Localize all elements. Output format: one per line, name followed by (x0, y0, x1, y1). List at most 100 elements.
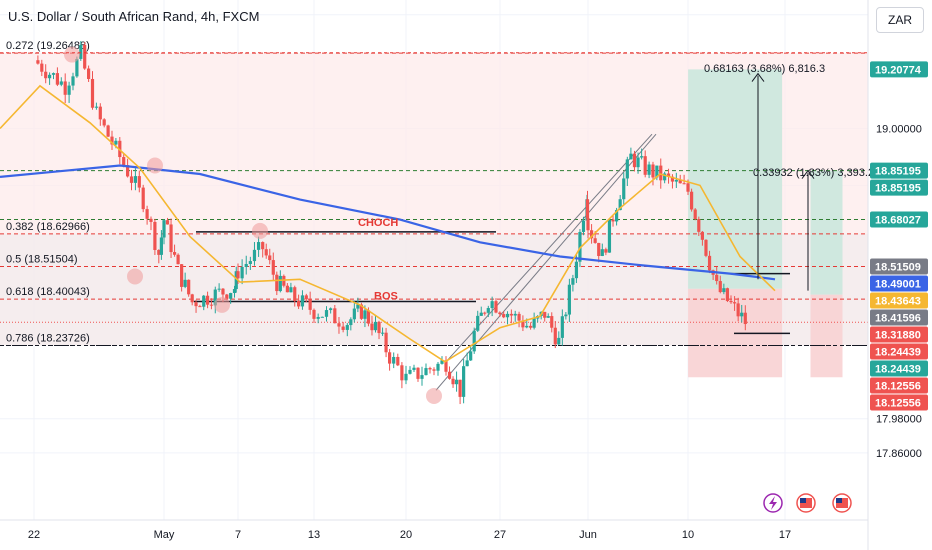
candle-body (404, 373, 408, 381)
target-zone-1 (688, 69, 783, 289)
candle-body (640, 156, 644, 158)
price-tag-box (870, 394, 928, 411)
price-tag-box (870, 61, 928, 78)
candle-body (229, 293, 233, 299)
price-tag-label: 18.43643 (875, 295, 921, 307)
candle-body (428, 368, 432, 370)
candle-body (647, 164, 651, 175)
candle-body (458, 379, 462, 397)
candle-body (271, 260, 275, 275)
candle-body (324, 310, 329, 317)
candle-body (622, 178, 626, 200)
candle-body (440, 360, 444, 364)
candle-body (278, 275, 282, 292)
pivot-marker (127, 268, 143, 285)
candle-body (312, 309, 316, 319)
candle-body (615, 210, 619, 222)
candle-body (505, 313, 510, 318)
candle-body (244, 264, 248, 267)
candle-body (517, 313, 521, 321)
candle-body (432, 369, 436, 371)
x-tick-label: 27 (494, 529, 506, 541)
candle-body (209, 304, 214, 306)
chart-title: U.S. Dollar / South African Rand, 4h, FX… (8, 9, 260, 24)
candle-body (145, 209, 149, 219)
price-tag-label: 18.49001 (875, 278, 921, 290)
x-axis: 22 May 7 13 20 27 Jun 10 17 (0, 519, 868, 541)
candle-body (94, 106, 98, 108)
candle-body (388, 352, 392, 364)
candle-body (36, 60, 40, 64)
candle-body (316, 316, 320, 319)
candle-body (483, 312, 487, 314)
candle-body (715, 274, 719, 282)
candle-body (700, 231, 704, 240)
candle-body (169, 224, 173, 253)
candle-body (674, 179, 678, 182)
candle-body (412, 367, 416, 370)
candle-body (194, 302, 198, 307)
candle-body (732, 302, 737, 304)
candle-body (416, 367, 420, 379)
candle-body (567, 284, 571, 315)
candle-body (198, 306, 202, 308)
candle-body (248, 261, 252, 265)
candle-body (190, 294, 194, 303)
price-tag-box (870, 275, 928, 292)
x-tick-label: 20 (400, 529, 412, 541)
candle-body (571, 278, 575, 285)
x-tick-label: Jun (579, 529, 597, 541)
candle-body (574, 261, 579, 279)
candle-body (604, 249, 608, 253)
candle-body (632, 153, 637, 168)
candle-body (110, 136, 114, 145)
candle-body (51, 73, 56, 75)
candle-body (494, 301, 498, 313)
candle-body (345, 325, 349, 330)
candle-body (686, 183, 690, 192)
choch-label: CHOCH (358, 217, 398, 229)
bottom-icons[interactable] (763, 493, 852, 513)
candle-body (486, 308, 490, 313)
candle-body (670, 176, 675, 182)
candle-body (67, 85, 71, 95)
candle-body (363, 310, 367, 319)
candle-body (729, 300, 733, 303)
flag-canton (836, 498, 842, 503)
candle-body (304, 295, 308, 300)
candle-body (289, 287, 293, 293)
candle-body (722, 288, 726, 293)
candle-body (55, 73, 59, 85)
candle-body (663, 173, 667, 181)
price-tag-box (870, 360, 928, 377)
y-tick-label: 17.86000 (876, 448, 922, 460)
moving-averages (0, 84, 776, 363)
candle-body (59, 81, 63, 85)
target-zone-2 (810, 170, 843, 295)
candle-body (44, 71, 48, 79)
price-tag-label: 18.41596 (875, 312, 921, 324)
candle-body (600, 249, 604, 257)
candle-body (543, 311, 547, 318)
candle-body (149, 218, 153, 222)
candle-body (472, 330, 476, 352)
trend-line-lower (445, 133, 653, 363)
candle-body (98, 106, 102, 120)
candle-body (40, 63, 44, 72)
price-tag-label: 19.20774 (875, 64, 922, 76)
price-tag-box (870, 326, 928, 343)
candle-body (509, 313, 513, 316)
target-arrowhead-1 (751, 72, 765, 82)
candle-body (187, 279, 191, 295)
candle-body (183, 279, 187, 287)
candle-body (153, 221, 157, 250)
price-tag-label: 18.31880 (875, 329, 921, 341)
candle-body (490, 301, 494, 309)
candle-body (87, 68, 91, 79)
currency-button[interactable]: ZAR (876, 7, 924, 33)
x-tick-label: 7 (235, 529, 241, 541)
candle-body (436, 363, 440, 371)
target-2-label: 0.33932 (1.83%) 3,393.2 (753, 167, 874, 179)
